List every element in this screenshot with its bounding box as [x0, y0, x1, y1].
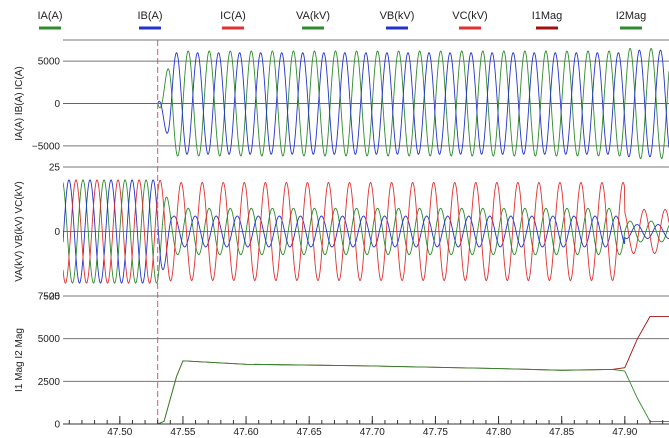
panel-1: −5000 0 5000 IA(A) IB(A) IC(A): [14, 40, 669, 167]
y-tick-label: 0: [54, 227, 60, 238]
y-tick-label: 7500: [38, 292, 61, 303]
x-tick-label: 47.80: [486, 427, 511, 438]
legend-label-vc-kv: VC(kV): [452, 10, 487, 22]
y-axis-title: VA(kV) VB(kV) VC(kV): [14, 181, 25, 281]
series-line-i2mag: [63, 361, 669, 424]
y-tick-label: 0: [54, 99, 60, 110]
y-tick-label: 2500: [38, 377, 61, 388]
panel-3: 0 2500 5000 7500 I1 Mag I2 Mag: [14, 292, 669, 431]
x-tick-label: 47.55: [170, 427, 195, 438]
legend: IA(A) IB(A) IC(A) VA(kV) VB(kV) VC(kV) I1Mag I2…: [37, 10, 646, 28]
series-group: [63, 48, 669, 158]
x-tick-label: 47.75: [423, 427, 448, 438]
series-group: [63, 316, 669, 424]
x-tick-label: 47.85: [549, 427, 574, 438]
y-tick-label: 5000: [38, 57, 61, 68]
x-tick-label: 47.65: [297, 427, 322, 438]
y-tick-label: 5000: [38, 334, 61, 345]
legend-label-i2mag: I2Mag: [616, 10, 647, 22]
y-tick-label: 0: [54, 420, 60, 431]
legend-label-ia-a: IA(A): [37, 10, 62, 22]
legend-label-vb-kv: VB(kV): [380, 10, 415, 22]
legend-label-ic-a: IC(A): [220, 10, 246, 22]
x-tick-label: 47.90: [612, 427, 637, 438]
y-tick-label: −5000: [32, 141, 61, 152]
x-tick-label: 47.50: [107, 427, 132, 438]
legend-label-va-kv: VA(kV): [296, 10, 330, 22]
y-tick-label: 25: [49, 163, 61, 174]
legend-label-ib-a: IB(A): [137, 10, 162, 22]
x-tick-label: 47.60: [234, 427, 259, 438]
x-tick-label: 47.70: [360, 427, 385, 438]
legend-label-i1mag: I1Mag: [532, 10, 563, 22]
x-axis: 47.50 47.55 47.60 47.65 47.70 47.75 47.80 47.85…: [63, 416, 669, 438]
y-axis-title: IA(A) IB(A) IC(A): [14, 66, 25, 140]
y-axis-title: I1 Mag I2 Mag: [14, 328, 25, 392]
